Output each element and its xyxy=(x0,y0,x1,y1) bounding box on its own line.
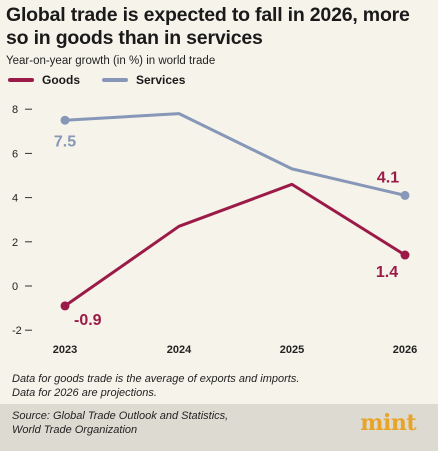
y-tick-label: 6 xyxy=(12,148,18,160)
legend-swatch-services xyxy=(102,78,128,82)
x-tick-label: 2026 xyxy=(393,344,417,356)
y-tick-label: -2 xyxy=(12,325,22,337)
legend: Goods Services xyxy=(8,73,207,87)
source-line-2: World Trade Organization xyxy=(12,423,138,436)
legend-swatch-goods xyxy=(8,78,34,82)
mint-logo: mint xyxy=(360,410,416,436)
x-tick-label: 2025 xyxy=(280,344,304,356)
chart-subtitle: Year-on-year growth (in %) in world trad… xyxy=(6,55,216,67)
legend-label-services: Services xyxy=(136,73,186,87)
x-tick-label: 2023 xyxy=(53,344,77,356)
legend-item-goods: Goods xyxy=(8,73,80,87)
footnote: Data for goods trade is the average of e… xyxy=(12,373,299,400)
source-line-1: Source: Global Trade Outlook and Statist… xyxy=(12,410,229,422)
footer-bar: Source: Global Trade Outlook and Statist… xyxy=(0,404,438,451)
line-chart: 8 6 4 2 0 -2 2023 2024 2025 2026 7.5 -0.9 4.1 1.4 xyxy=(12,104,417,356)
goods-data-point xyxy=(60,301,70,311)
services-label-2023: 7.5 xyxy=(54,133,76,150)
services-label-2026: 4.1 xyxy=(377,169,399,186)
y-tick-label: 8 xyxy=(12,104,18,116)
source-note: Source: Global Trade Outlook and Statist… xyxy=(12,410,228,437)
y-tick-label: 0 xyxy=(12,281,18,293)
legend-item-services: Services xyxy=(102,73,185,87)
y-tick-label: 4 xyxy=(12,193,18,205)
goods-label-2023: -0.9 xyxy=(74,312,102,329)
goods-data-point xyxy=(400,250,410,260)
footnote-line-2: Data for 2026 are projections. xyxy=(12,386,157,399)
services-data-point xyxy=(60,115,70,125)
goods-label-2026: 1.4 xyxy=(376,264,398,281)
chart-title: Global trade is expected to fall in 2026… xyxy=(6,4,410,49)
legend-label-goods: Goods xyxy=(42,73,80,87)
goods-series-line xyxy=(63,182,407,308)
services-series-line xyxy=(63,112,407,197)
y-tick-label: 2 xyxy=(12,237,18,249)
footnote-line-1: Data for goods trade is the average of e… xyxy=(12,373,300,385)
x-tick-label: 2024 xyxy=(167,344,192,356)
services-data-point xyxy=(400,190,410,200)
